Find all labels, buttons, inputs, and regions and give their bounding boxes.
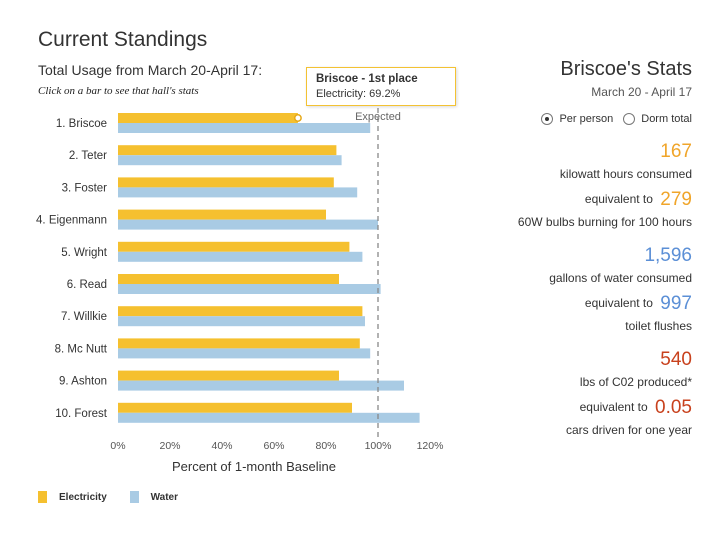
water-swatch (129, 491, 139, 503)
electricity-bar[interactable] (118, 306, 363, 317)
water-bar[interactable] (118, 412, 420, 423)
chart-hint: Click on a bar to see that hall's stats (38, 85, 199, 97)
electricity-bar[interactable] (118, 370, 339, 381)
selected-point-marker (293, 114, 302, 122)
water-bar[interactable] (118, 380, 404, 391)
co2-label: lbs of C02 produced* (579, 375, 692, 389)
x-tick-label: 100% (365, 440, 392, 452)
electricity-swatch (38, 491, 47, 503)
water-value: 1,596 (644, 245, 692, 266)
equiv-prefix: equivalent to (584, 192, 653, 206)
equiv-prefix: equivalent to (579, 400, 648, 414)
category-label: 4. Eigenmann (36, 215, 107, 227)
tooltip-title: Briscoe - 1st place (316, 73, 418, 85)
legend-label-electricity: Electricity (59, 491, 107, 503)
radio-dorm-total-label: Dorm total (641, 113, 692, 125)
category-label: 10. Forest (55, 408, 108, 420)
electricity-bar[interactable] (118, 177, 334, 188)
electricity-bar[interactable] (118, 241, 350, 252)
category-label: 9. Ashton (59, 376, 107, 388)
flush-equivalent: equivalent to 997 (432, 293, 692, 315)
equiv-prefix: equivalent to (584, 296, 653, 310)
stats-date-range: March 20 - April 17 (591, 85, 692, 99)
tooltip-value: Electricity: 69.2% (316, 88, 401, 100)
water-bar[interactable] (118, 123, 371, 133)
kwh-label: kilowatt hours consumed (559, 167, 692, 181)
radio-dorm-total[interactable]: Dorm total (623, 113, 692, 125)
water-stats: 1,596 gallons of water consumed equivale… (432, 245, 692, 333)
x-tick-label: 60% (263, 440, 284, 452)
water-bar[interactable] (118, 284, 381, 294)
radio-per-person[interactable]: Per person (541, 113, 613, 125)
bulbs-equivalent: equivalent to 279 (432, 189, 692, 211)
co2-stats: 540 lbs of C02 produced* equivalent to 0… (432, 349, 692, 437)
electricity-bar[interactable] (118, 338, 360, 349)
category-label: 7. Willkie (61, 311, 107, 323)
x-axis-label: Percent of 1-month Baseline (172, 459, 336, 474)
electricity-stats: 167 kilowatt hours consumed equivalent t… (432, 141, 692, 229)
water-bar[interactable] (118, 155, 342, 166)
legend-item-water: Water (129, 491, 179, 503)
hall-stats-panel: Briscoe's Stats March 20 - April 17 Per … (432, 58, 692, 437)
bulbs-value: 279 (660, 189, 692, 210)
stats-title: Briscoe's Stats (560, 58, 692, 80)
water-bar[interactable] (118, 348, 371, 359)
page-title: Current Standings (38, 28, 208, 51)
water-bar[interactable] (118, 316, 365, 327)
electricity-bar[interactable] (118, 274, 339, 284)
x-tick-label: 80% (315, 440, 336, 452)
kwh-value: 167 (660, 141, 692, 162)
chart-legend: Electricity Water (38, 491, 198, 506)
category-label: 2. Teter (69, 150, 107, 162)
category-label: 5. Wright (61, 247, 108, 259)
electricity-bar[interactable] (118, 113, 298, 123)
electricity-bar[interactable] (118, 402, 352, 413)
water-bar[interactable] (118, 251, 363, 262)
electricity-bar[interactable] (118, 145, 337, 156)
x-tick-label: 40% (211, 440, 232, 452)
x-tick-label: 0% (110, 440, 125, 452)
expected-label: Expected (355, 111, 401, 123)
bar-tooltip: Briscoe - 1st place Electricity: 69.2% (306, 67, 456, 106)
x-tick-label: 20% (159, 440, 180, 452)
bulbs-label: 60W bulbs burning for 100 hours (517, 215, 692, 229)
co2-value: 540 (660, 349, 692, 370)
legend-label-water: Water (150, 491, 179, 503)
electricity-bar[interactable] (118, 209, 326, 220)
water-label: gallons of water consumed (549, 271, 692, 285)
flush-label: toilet flushes (625, 319, 692, 333)
flush-value: 997 (660, 293, 692, 314)
category-label: 3. Foster (62, 182, 108, 194)
cars-value: 0.05 (655, 397, 692, 418)
water-bar[interactable] (118, 187, 358, 198)
category-label: 6. Read (67, 279, 107, 291)
category-label: 8. Mc Nutt (55, 343, 108, 355)
radio-per-person-label: Per person (559, 113, 614, 125)
radio-selected-icon (541, 113, 554, 125)
stats-mode-radios: Per person Dorm total (432, 113, 692, 125)
category-label: 1. Briscoe (56, 118, 107, 130)
standings-chart: 1. Briscoe 2. Teter 3. Foster 4. Eigenmann 5… (36, 108, 444, 474)
water-bar[interactable] (118, 219, 378, 230)
cars-equivalent: equivalent to 0.05 (432, 397, 692, 419)
usage-subtitle: Total Usage from March 20-April 17: (38, 62, 263, 78)
radio-unselected-icon (623, 113, 636, 125)
x-tick-label: 120% (417, 440, 444, 452)
cars-label: cars driven for one year (565, 423, 692, 437)
legend-item-electricity: Electricity (38, 491, 107, 503)
